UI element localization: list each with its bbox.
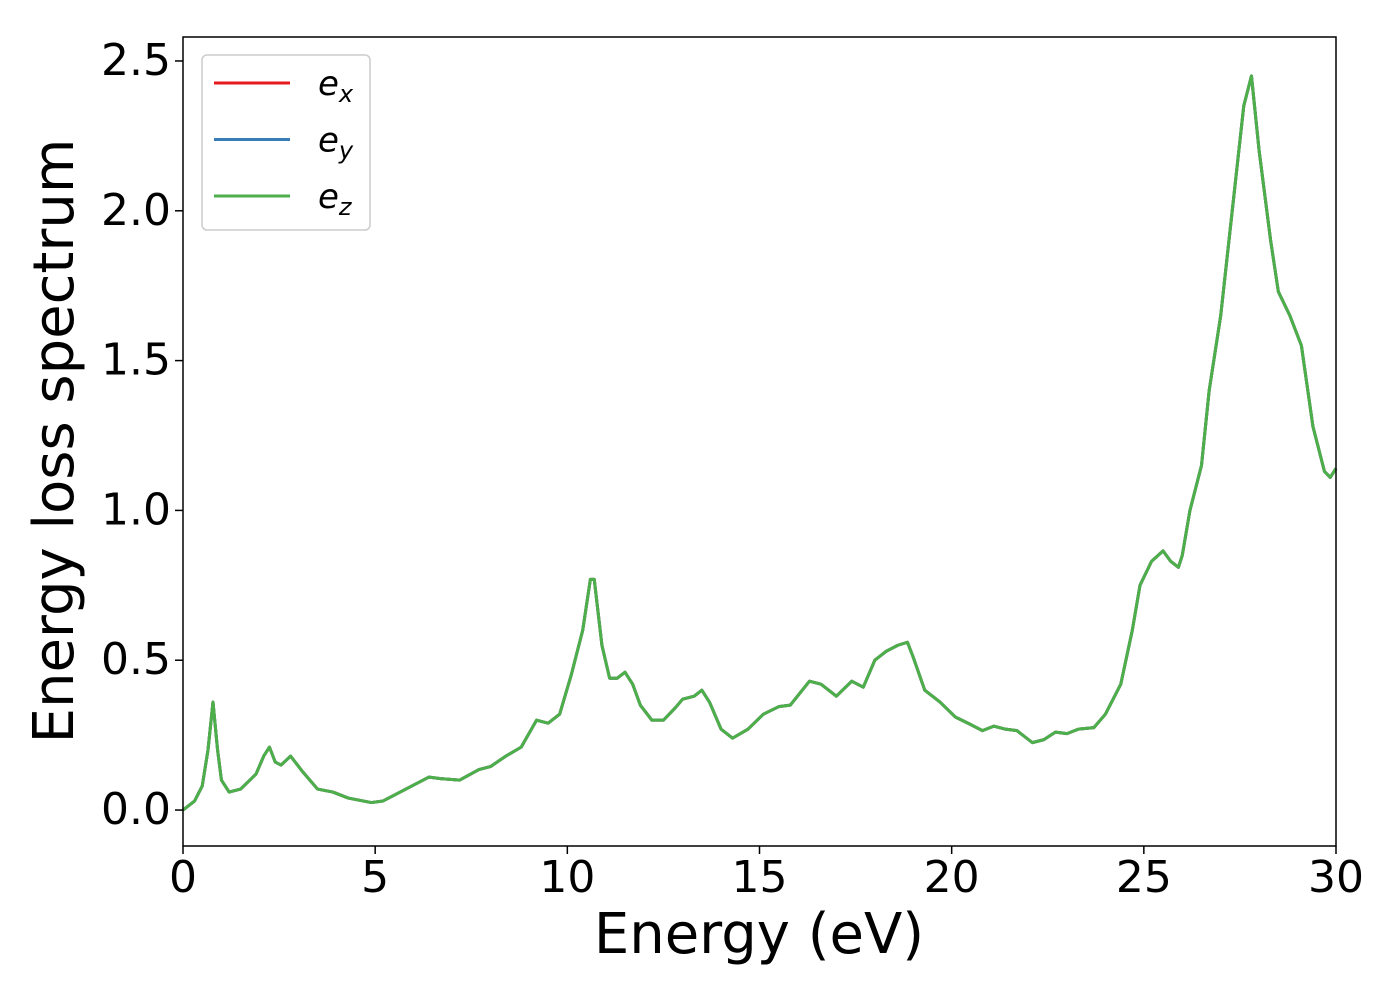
y-tick-label: 1.0 [101,484,171,535]
legend-box [201,54,371,231]
x-tick-label: 30 [1308,852,1364,903]
series-line [182,74,1338,812]
y-tick-label: 2.0 [101,185,171,236]
y-axis-label: Energy loss spectrum [22,139,87,744]
x-tick-label: 0 [169,852,197,903]
x-tick-label: 5 [361,852,389,903]
y-tick-label: 0.0 [101,784,171,835]
x-tick-label: 10 [539,852,595,903]
legend-label: ey [318,120,354,165]
legend: ex ey ez [201,54,371,231]
y-tick-label: 2.5 [101,35,171,86]
legend-label: ez [318,177,353,222]
legend-label: ex [318,64,354,109]
x-tick-label: 25 [1116,852,1172,903]
x-tick-label: 15 [732,852,788,903]
y-tick-label: 1.5 [101,335,171,386]
y-tick-label: 0.5 [101,634,171,685]
plot-frame [182,36,1337,847]
x-tick-label: 20 [924,852,980,903]
x-axis-label: Energy (eV) [594,902,924,967]
